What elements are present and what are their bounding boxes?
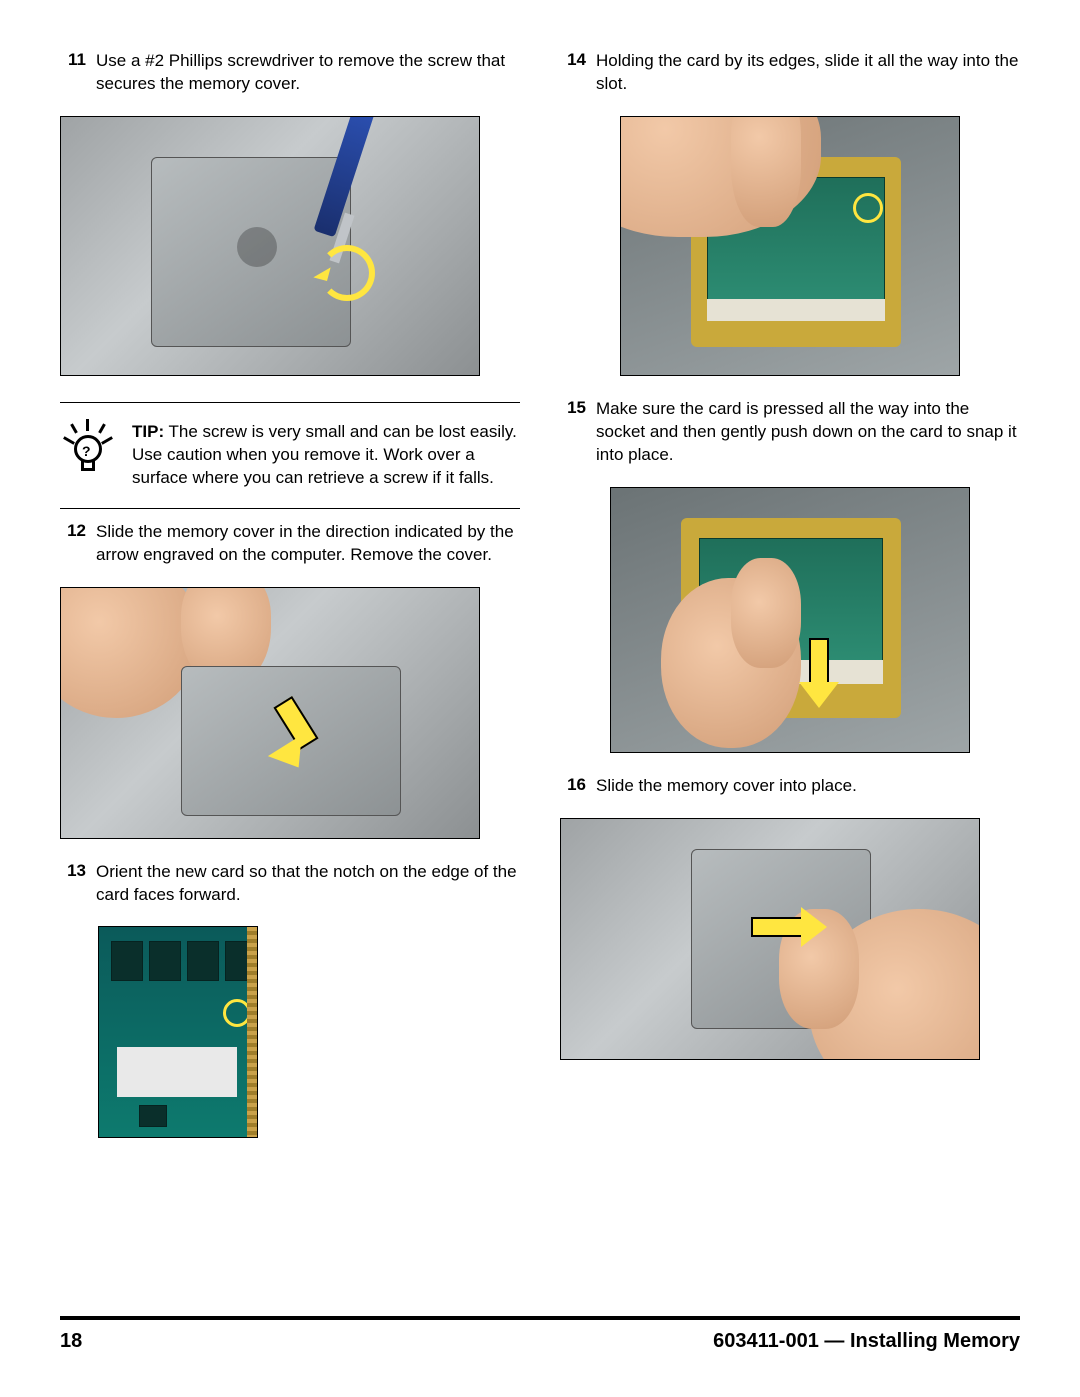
step-text: Orient the new card so that the notch on… — [96, 861, 520, 907]
step-number: 16 — [560, 775, 586, 795]
doc-sep: — — [819, 1330, 850, 1352]
figure-step-13 — [98, 926, 258, 1138]
step-text: Holding the card by its edges, slide it … — [596, 50, 1020, 96]
page-columns: 11 Use a #2 Phillips screwdriver to remo… — [60, 50, 1020, 1300]
tip-block: ? TIP: The screw is very small and can b… — [60, 421, 520, 490]
figure-step-16 — [560, 818, 980, 1060]
divider — [60, 508, 520, 509]
doc-number: 603411-001 — [713, 1330, 819, 1352]
step-number: 12 — [60, 521, 86, 541]
tip-body: The screw is very small and can be lost … — [132, 422, 517, 487]
step-16: 16 Slide the memory cover into place. — [560, 775, 1020, 798]
step-13: 13 Orient the new card so that the notch… — [60, 861, 520, 907]
step-11: 11 Use a #2 Phillips screwdriver to remo… — [60, 50, 520, 96]
left-column: 11 Use a #2 Phillips screwdriver to remo… — [60, 50, 520, 1300]
lightbulb-icon: ? — [60, 421, 116, 479]
step-text: Make sure the card is pressed all the wa… — [596, 398, 1020, 467]
figure-step-11 — [60, 116, 480, 376]
right-column: 14 Holding the card by its edges, slide … — [560, 50, 1020, 1300]
page-number: 18 — [60, 1330, 82, 1353]
step-text: Slide the memory cover into place. — [596, 775, 857, 798]
step-text: Slide the memory cover in the direction … — [96, 521, 520, 567]
step-number: 15 — [560, 398, 586, 418]
figure-step-12 — [60, 587, 480, 839]
document-title: 603411-001 — Installing Memory — [713, 1330, 1020, 1353]
doc-name: Installing Memory — [850, 1330, 1020, 1352]
step-15: 15 Make sure the card is pressed all the… — [560, 398, 1020, 467]
tip-label: TIP: — [132, 422, 164, 441]
page-footer: 18 603411-001 — Installing Memory — [60, 1316, 1020, 1353]
step-number: 14 — [560, 50, 586, 70]
tip-text: TIP: The screw is very small and can be … — [132, 421, 520, 490]
step-12: 12 Slide the memory cover in the directi… — [60, 521, 520, 567]
step-text: Use a #2 Phillips screwdriver to remove … — [96, 50, 520, 96]
step-number: 11 — [60, 50, 86, 70]
figure-step-15 — [610, 487, 970, 753]
step-number: 13 — [60, 861, 86, 881]
figure-step-14 — [620, 116, 960, 376]
step-14: 14 Holding the card by its edges, slide … — [560, 50, 1020, 96]
divider — [60, 402, 520, 403]
